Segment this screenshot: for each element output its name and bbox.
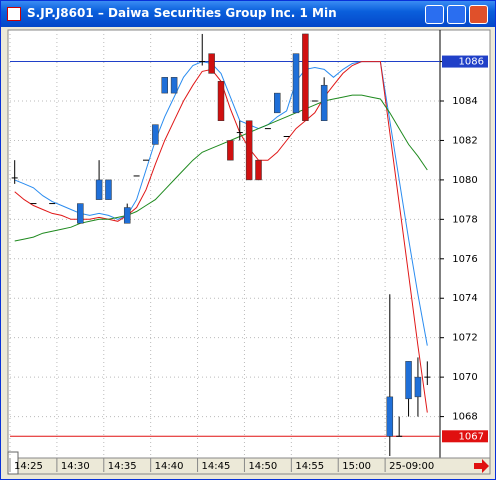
x-tick-label: 25-09:00	[389, 461, 434, 472]
candle-body	[227, 140, 234, 161]
candle-body	[170, 77, 178, 94]
minimize-button[interactable]	[425, 5, 444, 24]
candle-body	[95, 179, 103, 200]
price-tag-label: 1067	[459, 431, 484, 442]
price-tag-label: 1086	[459, 57, 484, 68]
x-tick-label: 15:00	[342, 461, 371, 472]
candle-body	[292, 53, 300, 114]
x-tick-label: 14:30	[61, 461, 90, 472]
price-tag	[442, 55, 488, 68]
y-tick-label: 1080	[452, 175, 477, 186]
y-tick-label: 1076	[452, 254, 477, 265]
candle-body	[302, 33, 309, 121]
candle-body	[274, 92, 281, 114]
price-tag	[442, 430, 488, 443]
candle-body	[105, 179, 112, 200]
candle-body	[217, 81, 225, 121]
candle-body	[405, 361, 412, 400]
y-tick-label: 1078	[452, 214, 477, 225]
candle-body	[77, 203, 84, 224]
x-tick-label: 14:40	[155, 461, 184, 472]
candle-body	[414, 376, 422, 398]
candle-body	[320, 84, 328, 121]
title-bar: S.JP.J8601 – Daiwa Securities Group Inc.…	[1, 1, 495, 27]
y-tick-label: 1068	[452, 412, 477, 423]
x-tick-label: 14:55	[295, 461, 324, 472]
x-tick-label: 14:35	[108, 461, 137, 472]
y-tick-label: 1082	[452, 135, 477, 146]
maximize-button[interactable]	[447, 5, 466, 24]
candle-body	[123, 207, 131, 224]
window-title: S.JP.J8601 – Daiwa Securities Group Inc.…	[27, 6, 337, 20]
scroll-box[interactable]	[7, 451, 19, 475]
candle-body	[245, 120, 253, 181]
x-tick-label: 14:50	[248, 461, 277, 472]
window-icon	[7, 7, 21, 21]
candle-body	[152, 124, 159, 145]
y-tick-label: 1074	[452, 293, 477, 304]
x-tick-label: 14:45	[202, 461, 231, 472]
scroll-arrow[interactable]	[474, 459, 489, 473]
candle-body	[386, 396, 394, 437]
y-tick-label: 1072	[452, 333, 477, 344]
candle-body	[208, 53, 215, 74]
close-button[interactable]	[469, 5, 488, 24]
x-tick-label: 14:25	[14, 461, 43, 472]
y-tick-label: 1084	[452, 96, 477, 107]
candle-body	[161, 77, 168, 94]
candle-body	[255, 159, 262, 181]
y-tick-label: 1070	[452, 372, 477, 383]
